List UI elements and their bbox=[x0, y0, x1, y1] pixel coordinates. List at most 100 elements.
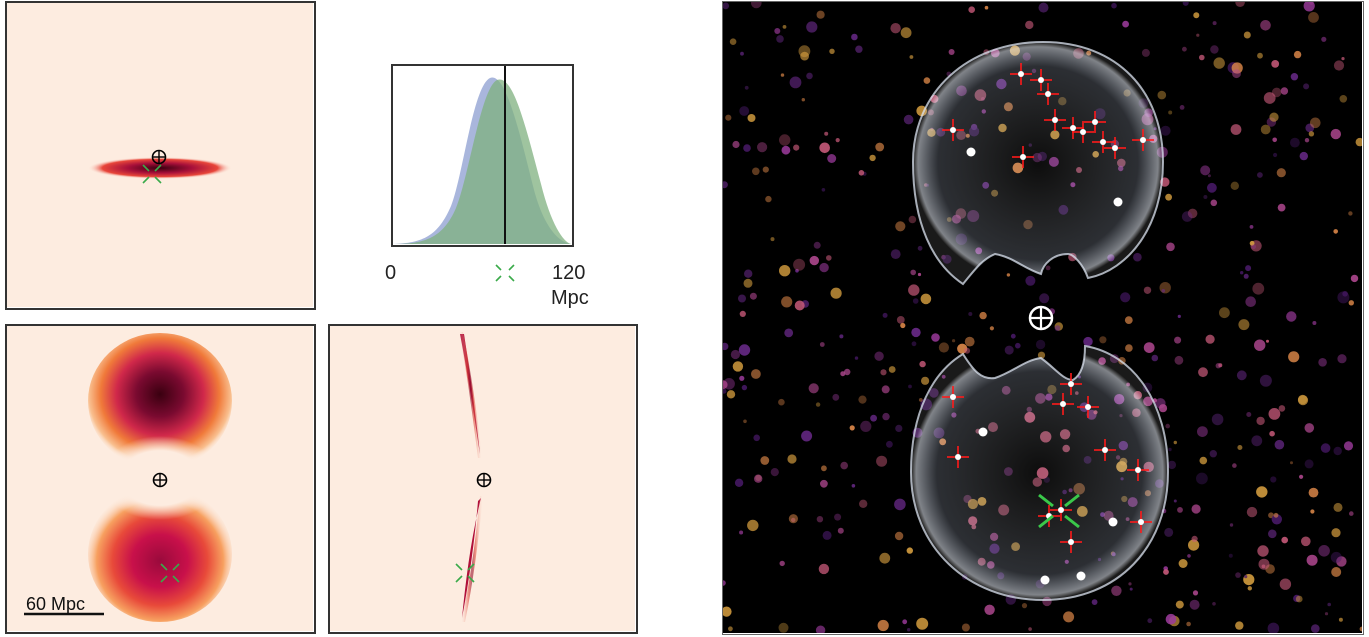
background-galaxy bbox=[1254, 339, 1266, 351]
background-galaxy bbox=[1174, 355, 1184, 365]
background-galaxy bbox=[741, 384, 748, 391]
background-galaxy bbox=[1228, 553, 1233, 558]
background-galaxy bbox=[1258, 558, 1270, 570]
background-galaxy bbox=[1260, 124, 1271, 135]
background-galaxy bbox=[1304, 138, 1310, 143]
background-galaxy bbox=[1261, 564, 1266, 569]
background-galaxy bbox=[1035, 339, 1046, 350]
background-galaxy bbox=[726, 390, 736, 399]
background-galaxy bbox=[778, 622, 789, 633]
background-galaxy bbox=[984, 604, 995, 615]
bright-galaxy bbox=[1076, 571, 1086, 581]
background-galaxy bbox=[743, 278, 753, 288]
background-galaxy bbox=[1318, 545, 1330, 557]
background-galaxy bbox=[1348, 211, 1353, 216]
background-galaxy bbox=[1268, 408, 1281, 420]
background-galaxy bbox=[1355, 137, 1362, 147]
background-galaxy bbox=[1293, 50, 1302, 59]
background-galaxy bbox=[984, 5, 989, 10]
background-galaxy bbox=[816, 516, 824, 523]
background-galaxy bbox=[1141, 48, 1150, 57]
background-galaxy bbox=[1038, 2, 1049, 13]
background-galaxy bbox=[837, 527, 844, 534]
background-galaxy bbox=[801, 98, 805, 102]
background-galaxy bbox=[1257, 172, 1263, 178]
background-galaxy bbox=[1339, 95, 1348, 103]
background-galaxy bbox=[1120, 292, 1131, 303]
background-galaxy bbox=[1232, 69, 1241, 79]
background-galaxy bbox=[1198, 367, 1208, 378]
background-galaxy bbox=[851, 484, 856, 488]
background-galaxy bbox=[1189, 599, 1200, 610]
background-galaxy bbox=[1297, 395, 1309, 406]
background-galaxy bbox=[1266, 339, 1269, 343]
background-galaxy bbox=[1273, 512, 1279, 518]
background-galaxy bbox=[890, 23, 901, 34]
histogram-xmin-label: 0 bbox=[385, 262, 397, 284]
background-galaxy bbox=[835, 138, 840, 143]
background-galaxy bbox=[879, 552, 891, 564]
background-galaxy bbox=[855, 45, 863, 53]
red-crosshair-icon bbox=[1060, 531, 1082, 553]
background-galaxy bbox=[912, 298, 919, 304]
background-galaxy bbox=[1256, 416, 1265, 426]
background-galaxy bbox=[849, 425, 855, 431]
background-galaxy bbox=[808, 383, 819, 394]
lower-credible-shell bbox=[909, 344, 1170, 602]
background-galaxy bbox=[1290, 137, 1300, 148]
background-galaxy bbox=[964, 347, 971, 354]
background-galaxy bbox=[1359, 626, 1362, 632]
background-galaxy bbox=[1269, 112, 1279, 122]
background-galaxy bbox=[894, 498, 906, 511]
background-galaxy bbox=[908, 284, 920, 296]
background-galaxy bbox=[740, 51, 744, 56]
background-galaxy bbox=[1342, 291, 1348, 297]
background-galaxy bbox=[854, 356, 859, 360]
background-galaxy bbox=[859, 499, 868, 508]
red-crosshair-icon bbox=[1084, 111, 1106, 133]
background-galaxy bbox=[968, 6, 975, 13]
background-galaxy bbox=[816, 10, 825, 19]
background-galaxy bbox=[952, 339, 956, 343]
histogram-xmax-label: 120 bbox=[552, 262, 586, 284]
posterior-slice-top bbox=[5, 1, 316, 310]
background-galaxy bbox=[1271, 60, 1280, 68]
red-crosshair-icon bbox=[942, 119, 964, 141]
red-crosshair-icon bbox=[1130, 511, 1152, 533]
background-galaxy bbox=[1249, 240, 1255, 246]
background-galaxy bbox=[1259, 374, 1272, 387]
background-galaxy bbox=[1311, 624, 1320, 633]
background-galaxy bbox=[1212, 21, 1217, 26]
background-galaxy bbox=[918, 398, 923, 402]
red-crosshair-icon bbox=[942, 386, 964, 408]
red-crosshair-icon bbox=[1062, 117, 1084, 139]
background-galaxy bbox=[819, 262, 829, 273]
background-galaxy bbox=[1237, 445, 1243, 450]
background-galaxy bbox=[896, 316, 905, 324]
background-galaxy bbox=[1251, 435, 1263, 447]
background-galaxy bbox=[1308, 487, 1319, 498]
background-galaxy bbox=[1164, 527, 1174, 537]
background-galaxy bbox=[751, 2, 762, 9]
background-galaxy bbox=[1257, 545, 1269, 557]
red-crosshair-icon bbox=[1104, 137, 1126, 159]
background-galaxy bbox=[1246, 506, 1258, 518]
background-galaxy bbox=[1270, 476, 1277, 483]
background-galaxy bbox=[781, 296, 793, 308]
background-galaxy bbox=[1193, 12, 1200, 19]
background-galaxy bbox=[821, 465, 827, 472]
background-galaxy bbox=[1267, 622, 1280, 633]
background-galaxy bbox=[1177, 507, 1183, 513]
background-galaxy bbox=[1175, 600, 1184, 609]
background-galaxy bbox=[734, 478, 744, 487]
background-galaxy bbox=[1299, 474, 1304, 479]
background-galaxy bbox=[1288, 351, 1300, 363]
background-galaxy bbox=[1021, 603, 1028, 609]
background-galaxy bbox=[795, 268, 799, 273]
background-galaxy bbox=[1207, 174, 1211, 178]
background-galaxy bbox=[723, 342, 729, 351]
background-galaxy bbox=[729, 38, 737, 45]
background-galaxy bbox=[1158, 404, 1168, 413]
background-galaxy bbox=[1006, 273, 1011, 277]
background-galaxy bbox=[776, 35, 784, 43]
